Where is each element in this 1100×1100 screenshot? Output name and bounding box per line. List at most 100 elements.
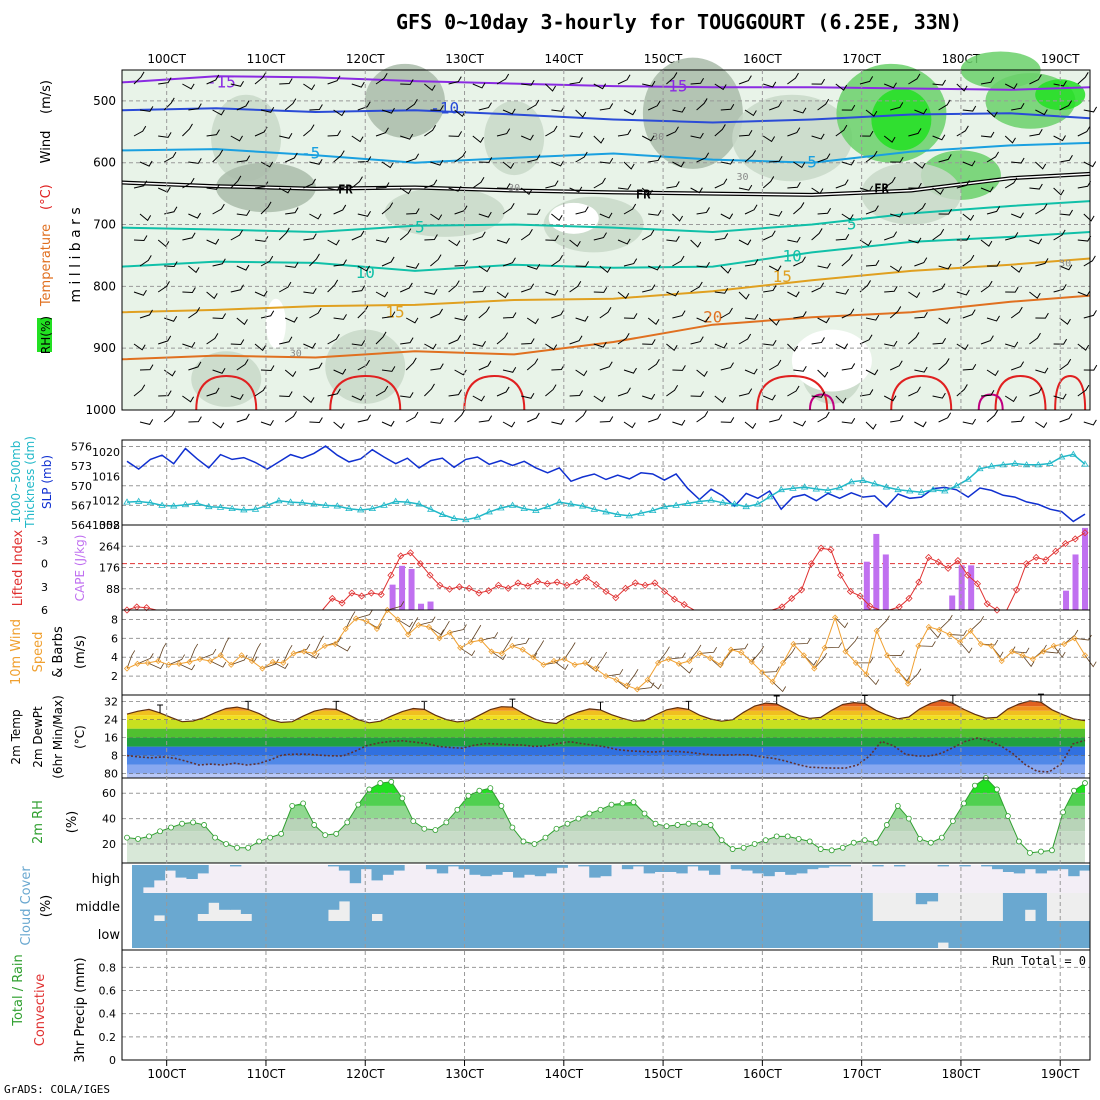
cloud-bar: [1024, 893, 1037, 910]
cloud-bar: [327, 921, 340, 948]
wind-speed-point: [873, 627, 880, 634]
cloud-bar: [915, 921, 928, 948]
wind-speed-point: [144, 659, 151, 666]
wind-barb: [502, 161, 515, 170]
cape-bar: [399, 565, 406, 610]
wind-barb: [188, 158, 202, 164]
cloud-bar: [360, 921, 372, 948]
wind-barb: [1011, 103, 1025, 111]
li-point: [807, 560, 815, 568]
wind-speed-point: [259, 665, 266, 672]
cloud-bar: [349, 921, 362, 948]
wind-barb: [400, 392, 414, 398]
li-label: Lifted Index: [11, 529, 26, 606]
cloud-bar: [295, 893, 307, 921]
contour-label: 5: [415, 218, 425, 237]
li-point: [475, 589, 483, 597]
wind-barb: [593, 83, 607, 90]
rh-point: [619, 800, 626, 807]
wind-speed-line: [126, 609, 1086, 690]
wind-barb: [744, 313, 759, 320]
cloud-bar: [589, 865, 601, 878]
isotherm-15: [121, 257, 1091, 314]
wind-barb: [448, 280, 460, 293]
wind-barb: [309, 158, 323, 165]
wind-barb: [1059, 413, 1073, 423]
rh-point: [949, 818, 956, 825]
wind-barb: [278, 281, 292, 293]
wind-speed-point: [436, 635, 443, 642]
wind-barb: [406, 262, 420, 269]
isotherm-20: [121, 294, 1091, 361]
wind-speed-point: [186, 658, 193, 666]
wind-barb: [309, 362, 323, 371]
rh-point: [894, 803, 901, 809]
wind-barb: [236, 155, 251, 163]
contour-label: FR: [874, 181, 889, 195]
wind-barb: [400, 337, 414, 345]
cape-tick-label: 352: [99, 519, 120, 532]
wind-barb: [351, 285, 366, 293]
cloud-bar: [273, 921, 285, 948]
wind-barb: [569, 131, 583, 138]
cloud-bar: [153, 921, 166, 948]
cloud-bar: [229, 865, 242, 867]
wind-speed-point: [1081, 652, 1089, 659]
wind-speed-point: [956, 639, 964, 646]
wind-barb: [472, 231, 486, 241]
wind-barb: [406, 153, 420, 163]
wind-barb: [400, 133, 414, 140]
cloud-bar: [415, 921, 427, 948]
precip-panel: 0 0.2 0.4 0.6 0.8 Run Total = 0: [99, 949, 1091, 1067]
cloud-bar: [447, 893, 460, 921]
wind-speed-point: [269, 658, 276, 666]
wind-barb: [521, 134, 534, 141]
wind-barb: [327, 184, 341, 191]
rh-point: [663, 823, 670, 830]
wind-barb: [762, 230, 776, 241]
rh-tick-label: 20: [102, 838, 116, 851]
wind-barb: [959, 641, 973, 654]
cloud-bar: [567, 893, 579, 921]
wind-speed-point: [592, 665, 599, 672]
cape-bar: [389, 584, 396, 610]
wind-speed-point: [832, 614, 839, 621]
wind-barb: [527, 209, 541, 215]
wind-barb: [772, 681, 787, 693]
cloud-bar: [861, 921, 873, 948]
temp-band: [127, 706, 1085, 711]
wind-barb: [284, 369, 297, 378]
wind-barb: [617, 387, 631, 397]
wind-barb: [841, 159, 855, 166]
slp-tick-label: 1008: [92, 519, 120, 532]
cloud-bar: [371, 921, 383, 948]
bottom-x-tick-label: 160CT: [743, 1067, 782, 1081]
wind-barb: [157, 239, 170, 248]
rh-point: [223, 841, 230, 847]
wind-barb: [327, 239, 340, 246]
wind-barb: [424, 234, 438, 241]
thickness-point: [684, 499, 692, 506]
cloud-bar: [600, 865, 612, 877]
cloud-bar: [1057, 921, 1069, 948]
rh-band: [127, 843, 1085, 863]
cloud-bar: [382, 893, 394, 921]
thickness-point: [310, 500, 318, 507]
wind-barb: [884, 340, 898, 347]
minmax-marker: [773, 695, 780, 704]
wind-speed-point: [686, 657, 693, 665]
wind-speed-point: [540, 661, 547, 668]
wind-barb: [855, 657, 874, 664]
thickness-point: [859, 476, 867, 483]
wind-speed-point: [977, 640, 984, 648]
wind-barb: [278, 227, 290, 241]
wind-barb: [845, 636, 859, 652]
minmax-marker: [685, 700, 692, 710]
rh-ylabel-group: RH(%): [37, 316, 53, 354]
cloud-bar: [567, 921, 579, 948]
wind-barb: [230, 393, 244, 400]
wind-barb: [738, 75, 752, 85]
wind-barb: [1029, 74, 1042, 85]
thickness-point: [999, 461, 1007, 468]
